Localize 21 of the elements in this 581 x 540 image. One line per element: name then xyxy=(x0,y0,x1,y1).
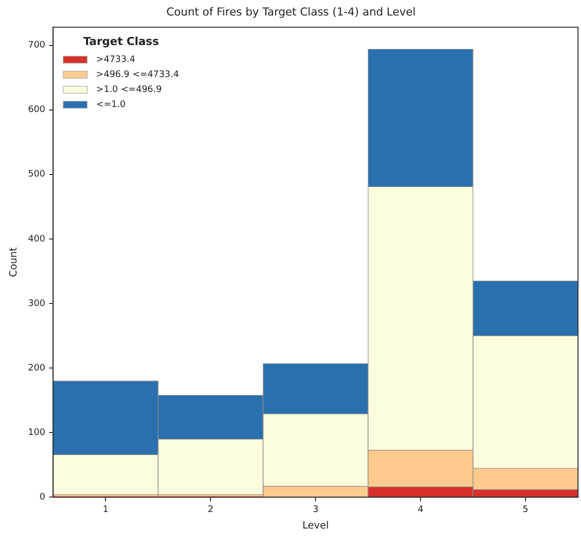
x-tick-label: 1 xyxy=(102,504,109,515)
y-tick-label: 200 xyxy=(28,363,46,374)
legend-label: >1.0 <=496.9 xyxy=(96,85,162,96)
legend-title: Target Class xyxy=(83,35,160,48)
y-axis-title: Count xyxy=(8,247,20,278)
x-tick-label: 2 xyxy=(208,504,214,515)
x-axis-title: Level xyxy=(302,520,329,532)
y-tick-label: 400 xyxy=(28,234,46,244)
legend-label: <=1.0 xyxy=(96,100,126,110)
legend-label: >4733.4 xyxy=(96,55,136,66)
y-tick-label: 100 xyxy=(28,428,46,438)
y-tick-label: 500 xyxy=(28,170,46,180)
y-tick-label: 700 xyxy=(28,40,46,51)
legend-label: >496.9 <=4733.4 xyxy=(96,70,180,80)
y-tick-label: 300 xyxy=(28,298,46,309)
x-tick-label: 3 xyxy=(312,504,318,515)
y-tick-label: 600 xyxy=(28,105,46,116)
y-tick-label: 0 xyxy=(39,492,46,503)
x-tick-label: 4 xyxy=(418,504,424,515)
x-tick-label: 5 xyxy=(522,504,528,515)
chart-title: Count of Fires by Target Class (1-4) and Level xyxy=(166,5,416,18)
